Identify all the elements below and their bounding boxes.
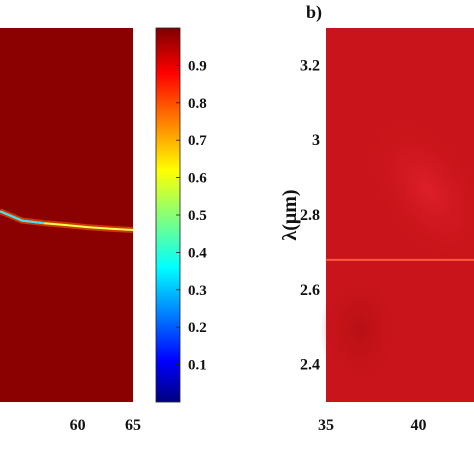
panel-b-label: b) [306, 2, 322, 23]
panel-b-x-tick-label: 40 [411, 417, 427, 434]
colorbar-ticks: 0.1 0.2 0.3 0.4 0.5 0.6 0.7 0.8 0.9 [176, 58, 207, 374]
colorbar-tick-label: 0.6 [188, 171, 207, 187]
panel-b-y-tick-label: 2.8 [300, 207, 320, 224]
panel-b-y-ticks: 3.2 3 2.8 2.6 2.4 [300, 57, 320, 373]
panel-a: 60 65 [0, 28, 141, 434]
colorbar-tick-label: 0.5 [188, 208, 207, 224]
panel-b-y-tick-label: 3 [312, 132, 320, 149]
panel-a-resonance-cyan [0, 210, 45, 225]
panel-b-y-axis-label: λ(μm) [279, 189, 301, 240]
panel-b-x-ticks: 35404 [318, 417, 427, 434]
colorbar-tick-label: 0.1 [188, 358, 207, 374]
panel-a-plot-area [0, 28, 133, 402]
panel-a-x-tick-label: 65 [125, 417, 141, 434]
colorbar-tick-label: 0.8 [188, 96, 207, 112]
panel-b-dark-region [320, 270, 400, 390]
colorbar-tick-label: 0.3 [188, 283, 207, 299]
colorbar: 0.1 0.2 0.3 0.4 0.5 0.6 0.7 0.8 0.9 [155, 27, 207, 403]
panel-b-y-tick-label: 2.6 [300, 282, 320, 299]
panel-b: b) 3.232.82.62.4 35404 λ(μm) [279, 2, 474, 434]
panel-b-y-tick-label: 2.4 [300, 357, 320, 374]
colorbar-tick-label: 0.4 [188, 245, 207, 261]
panel-a-x-tick-label: 60 [70, 417, 86, 434]
colorbar-tick-label: 0.2 [188, 320, 207, 336]
panel-b-x-tick-label: 35 [318, 417, 334, 434]
colorbar-tick-label: 0.9 [188, 58, 207, 74]
panel-a-x-ticks: 60 65 [70, 417, 141, 434]
colorbar-tick-label: 0.7 [188, 133, 207, 149]
panel-b-bright-ridge [357, 106, 474, 274]
panel-b-y-tick-label: 3.2 [300, 57, 320, 74]
